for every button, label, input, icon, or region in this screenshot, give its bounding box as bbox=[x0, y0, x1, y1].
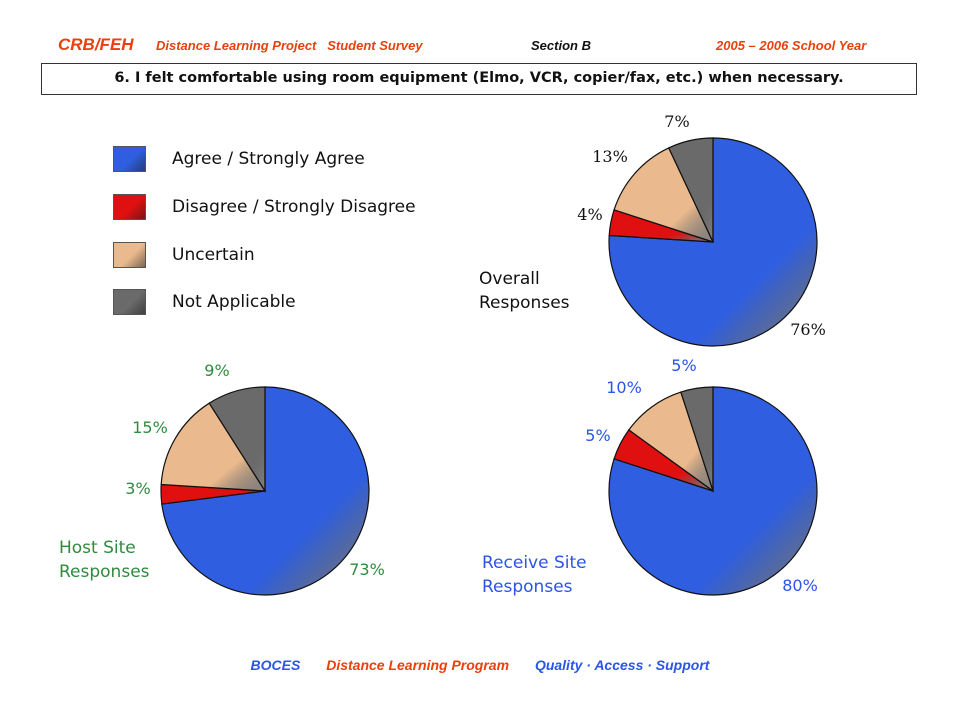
legend-swatch-not-applicable bbox=[113, 289, 146, 315]
footer: BOCES Distance Learning Program Quality … bbox=[0, 657, 960, 673]
pie-slice-host-uncertain bbox=[160, 402, 267, 492]
pie-slice-host-not-applicable bbox=[208, 386, 266, 494]
footer-tagline: Quality · Access · Support bbox=[534, 657, 710, 673]
question-box: 6. I felt comfortable using room equipme… bbox=[41, 63, 917, 95]
pie-slice-overall-not-applicable bbox=[667, 137, 714, 243]
chart-title-overall: Overall Responses bbox=[479, 269, 570, 313]
pie-label-host-not-applicable: 9% bbox=[204, 361, 229, 380]
pie-label-overall-uncertain: 13% bbox=[592, 147, 628, 166]
question-text: 6. I felt comfortable using room equipme… bbox=[114, 70, 844, 86]
header-org: CRB/FEH bbox=[58, 35, 134, 54]
legend-label-disagree: Disagree / Strongly Disagree bbox=[172, 197, 416, 217]
pie-slice-receive-agree bbox=[608, 386, 818, 596]
pie-label-overall-not-applicable: 7% bbox=[664, 112, 689, 131]
pie-label-host-agree: 73% bbox=[349, 560, 385, 579]
pie-label-receive-uncertain: 10% bbox=[606, 378, 642, 397]
legend-label-not-applicable: Not Applicable bbox=[172, 292, 296, 312]
chart-title-host: Host Site Responses bbox=[59, 538, 150, 582]
pie-slice-receive-not-applicable bbox=[680, 386, 714, 492]
header-project: Distance Learning Project Student Survey bbox=[156, 38, 423, 53]
pie-label-overall-agree: 76% bbox=[790, 320, 826, 339]
footer-program: Distance Learning Program bbox=[326, 657, 510, 673]
pie-label-receive-not-applicable: 5% bbox=[671, 356, 696, 375]
pie-label-overall-disagree: 4% bbox=[577, 205, 602, 224]
pie-label-receive-agree: 80% bbox=[782, 576, 818, 595]
legend-label-uncertain: Uncertain bbox=[172, 245, 255, 265]
pie-label-host-uncertain: 15% bbox=[132, 418, 168, 437]
pie-slice-overall-uncertain bbox=[613, 147, 715, 243]
chart-title-receive: Receive Site Responses bbox=[482, 553, 587, 597]
legend-label-agree: Agree / Strongly Agree bbox=[172, 149, 365, 169]
header: CRB/FEH Distance Learning Project Studen… bbox=[58, 35, 918, 57]
legend-swatch-disagree bbox=[113, 194, 146, 220]
pie-label-host-disagree: 3% bbox=[125, 479, 150, 498]
legend-swatch-uncertain bbox=[113, 242, 146, 268]
legend-swatch-agree bbox=[113, 146, 146, 172]
footer-org: BOCES bbox=[250, 657, 301, 673]
header-year: 2005 – 2006 School Year bbox=[716, 38, 867, 53]
pie-slice-overall-agree bbox=[608, 137, 818, 347]
pie-label-receive-disagree: 5% bbox=[585, 426, 610, 445]
header-section: Section B bbox=[531, 38, 591, 53]
